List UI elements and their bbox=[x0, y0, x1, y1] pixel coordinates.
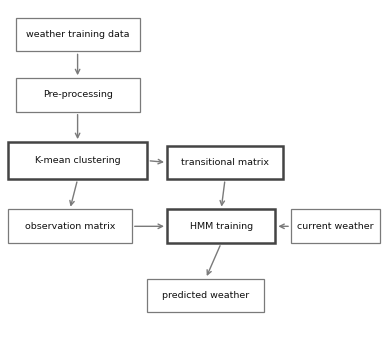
Text: weather training data: weather training data bbox=[26, 30, 129, 39]
FancyBboxPatch shape bbox=[16, 78, 140, 112]
FancyBboxPatch shape bbox=[16, 18, 140, 51]
Text: HMM training: HMM training bbox=[190, 222, 253, 231]
Text: current weather: current weather bbox=[297, 222, 374, 231]
Text: predicted weather: predicted weather bbox=[162, 291, 249, 300]
FancyBboxPatch shape bbox=[291, 209, 380, 243]
FancyBboxPatch shape bbox=[147, 279, 264, 312]
Text: K-mean clustering: K-mean clustering bbox=[35, 156, 120, 165]
Text: Pre-processing: Pre-processing bbox=[43, 91, 113, 99]
FancyBboxPatch shape bbox=[167, 146, 283, 179]
FancyBboxPatch shape bbox=[8, 209, 132, 243]
FancyBboxPatch shape bbox=[167, 209, 275, 243]
FancyBboxPatch shape bbox=[8, 142, 147, 179]
Text: observation matrix: observation matrix bbox=[25, 222, 115, 231]
Text: transitional matrix: transitional matrix bbox=[181, 158, 269, 167]
